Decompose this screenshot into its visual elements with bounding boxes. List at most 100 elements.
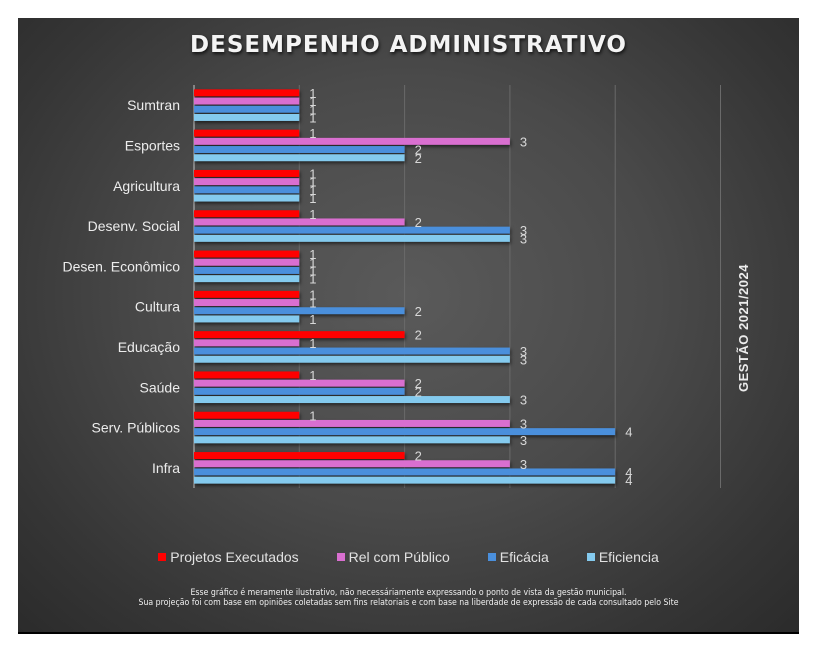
data-label: 1 [309,86,316,101]
bar [194,178,300,186]
data-label: 1 [309,312,316,327]
legend-label: Eficácia [499,549,549,565]
bar [194,258,300,266]
category-label: Serv. Públicos [92,420,180,436]
legend: Projetos Executados Rel com Público Efic… [18,549,799,565]
bar [194,299,300,307]
bar [194,250,300,258]
category-labels: Sumtran Esportes Agricultura Desenv. Social… [62,97,180,476]
data-label: 3 [520,393,527,408]
data-label: 1 [309,408,316,423]
bar [194,154,405,162]
data-label: 4 [625,425,632,440]
data-label: 4 [625,473,632,488]
chart-title: DESEMPENHO ADMINISTRATIVO [190,32,627,58]
bar [194,129,300,137]
data-label: 3 [520,457,527,472]
data-label: 1 [309,126,316,141]
bars [194,89,616,484]
data-label: 2 [415,384,422,399]
disclaimer: Esse gráfico é meramente ilustrativo, nã… [49,588,768,608]
bar [194,89,300,97]
legend-swatch-icon [586,553,595,561]
bar [194,339,300,347]
bar [194,355,510,363]
legend-label: Rel com Público [348,549,450,565]
legend-label: Projetos Executados [170,549,299,565]
category-label: Desen. Econômico [62,258,180,274]
bar [194,234,510,242]
data-label: 1 [309,336,316,351]
data-label: 2 [415,376,422,391]
data-label: 2 [415,328,422,343]
bar [194,468,616,476]
data-label: 1 [309,247,316,262]
bar [194,371,300,379]
data-label: 2 [415,143,422,158]
data-label: 1 [309,191,316,206]
bar [194,436,510,444]
side-label: GESTÃO 2021/2024 [736,264,751,392]
category-label: Infra [152,460,180,476]
data-label: 4 [625,465,632,480]
data-label: 2 [415,215,422,230]
legend-swatch-icon [487,553,496,561]
bar [194,97,300,105]
disclaimer-line-1: Esse gráfico é meramente ilustrativo, nã… [190,588,627,598]
data-label: 1 [309,368,316,383]
data-label: 3 [520,344,527,359]
bar [194,226,510,234]
legend-item-rel-publico: Rel com Público [336,549,450,565]
data-label: 2 [415,449,422,464]
data-label: 1 [309,207,316,222]
data-label: 1 [309,296,316,311]
data-label: 2 [415,151,422,166]
category-label: Sumtran [127,97,180,113]
bar [194,460,510,468]
chart-plot: Sumtran Esportes Agricultura Desenv. Social… [62,85,721,488]
bar [194,315,300,323]
legend-item-eficiencia: Eficiencia [586,549,659,565]
legend-label: Eficiencia [598,549,659,565]
data-label: 3 [520,416,527,431]
bar [194,194,300,202]
gridlines [193,85,721,488]
bar [194,290,300,298]
category-label: Saúde [140,379,181,395]
bar [194,387,405,395]
legend-swatch-icon [158,553,167,561]
category-label: Desenv. Social [88,218,180,234]
data-label: 1 [309,287,316,302]
data-label: 3 [520,223,527,238]
disclaimer-line-2: Sua projeção foi com base em opiniões co… [138,598,679,608]
bar [194,113,300,121]
bar [194,419,510,427]
category-label: Esportes [125,137,180,153]
bar [194,275,300,283]
bar [194,210,300,218]
data-label: 2 [415,304,422,319]
category-label: Educação [118,339,180,355]
legend-item-projetos: Projetos Executados [158,549,299,565]
data-label: 1 [309,255,316,270]
bar [194,146,405,154]
data-label: 1 [309,94,316,109]
data-label: 3 [520,134,527,149]
bar [194,186,300,194]
bar [194,476,616,484]
data-label: 1 [309,272,316,287]
bottom-rule [18,632,799,634]
bar [194,347,510,355]
data-label: 3 [520,433,527,448]
data-label: 3 [520,352,527,367]
bar [194,428,616,436]
bar [194,266,300,274]
data-label: 1 [309,183,316,198]
data-label: 1 [309,102,316,117]
data-label: 1 [309,110,316,125]
chart-panel: DESEMPENHO ADMINISTRATIVO Sumtran Esporte… [18,18,799,632]
bar [194,137,510,145]
bar [194,331,405,339]
bar [194,411,300,419]
